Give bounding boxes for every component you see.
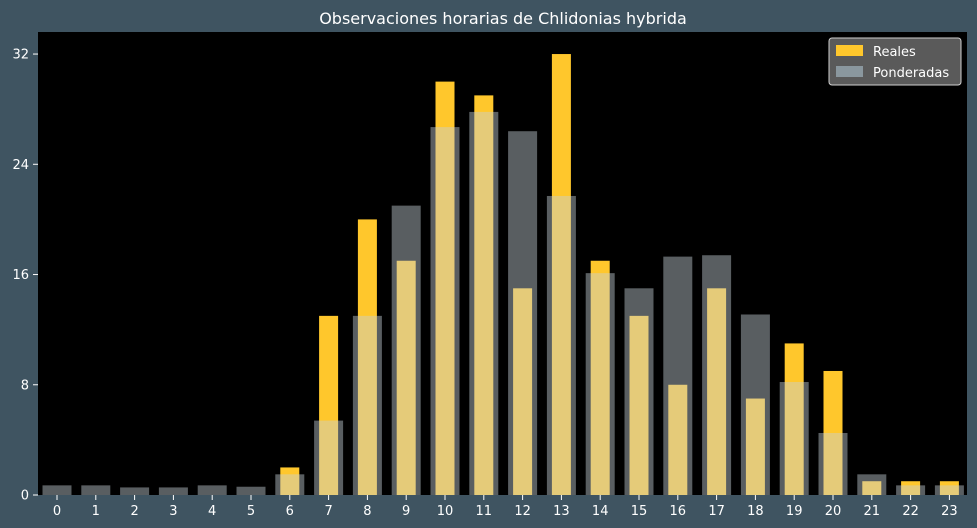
- x-tick-label-14: 14: [592, 504, 609, 519]
- x-tick-label-7: 7: [324, 504, 332, 519]
- bar-ponderadas-0: [42, 485, 72, 495]
- x-tick-label-1: 1: [92, 504, 100, 519]
- legend-label-ponderadas: Ponderadas: [873, 66, 949, 81]
- x-tick-label-23: 23: [941, 504, 958, 519]
- y-tick-label-24: 24: [12, 158, 29, 173]
- legend-swatch-reales: [836, 45, 863, 56]
- x-tick-label-21: 21: [864, 504, 881, 519]
- bar-ponderadas-22: [896, 485, 926, 495]
- bar-reales-8: [357, 219, 377, 495]
- bar-ponderadas-4: [197, 485, 227, 495]
- bar-reales-11: [474, 95, 494, 495]
- bar-reales-21: [862, 481, 882, 495]
- bar-ponderadas-6: [275, 474, 305, 495]
- bar-reales-12: [513, 288, 533, 495]
- legend-label-reales: Reales: [873, 45, 916, 60]
- bar-ponderadas-8: [352, 315, 382, 495]
- bar-ponderadas-12: [508, 131, 538, 495]
- bar-ponderadas-19: [779, 382, 809, 495]
- x-tick-label-4: 4: [208, 504, 216, 519]
- bar-ponderadas-18: [740, 314, 770, 495]
- x-axis: 0 1 2 3 4 5 6 7 8 9 10 11 12 13 14 15 16 17 18 19 20 21 22 23: [53, 495, 958, 519]
- x-tick-label-5: 5: [247, 504, 255, 519]
- x-tick-label-10: 10: [437, 504, 454, 519]
- bar-ponderadas-13: [546, 195, 576, 495]
- bar-reales-23: [939, 481, 959, 495]
- x-tick-label-6: 6: [286, 504, 294, 519]
- bar-reales-7: [319, 315, 339, 495]
- x-tick-label-20: 20: [825, 504, 842, 519]
- x-tick-label-12: 12: [514, 504, 531, 519]
- x-tick-label-2: 2: [130, 504, 138, 519]
- bar-ponderadas-23: [934, 485, 964, 495]
- bar-ponderadas-14: [585, 273, 615, 495]
- x-tick-label-18: 18: [747, 504, 764, 519]
- bar-reales-14: [590, 260, 610, 495]
- bar-ponderadas-16: [663, 256, 693, 495]
- y-tick-label-0: 0: [21, 489, 29, 504]
- x-tick-label-8: 8: [363, 504, 371, 519]
- bar-ponderadas-9: [391, 205, 421, 495]
- bar-ponderadas-15: [624, 288, 654, 495]
- x-tick-label-19: 19: [786, 504, 803, 519]
- bar-reales-22: [901, 481, 921, 495]
- bar-ponderadas-3: [158, 487, 188, 495]
- legend: Reales Ponderadas: [828, 37, 962, 86]
- y-tick-label-16: 16: [12, 268, 29, 283]
- bar-ponderadas-21: [857, 474, 887, 495]
- bar-reales-20: [823, 370, 843, 495]
- bar-ponderadas-20: [818, 432, 848, 495]
- bar-ponderadas-7: [314, 420, 344, 495]
- x-tick-label-11: 11: [476, 504, 493, 519]
- bar-reales-16: [668, 384, 688, 495]
- bar-ponderadas-1: [81, 485, 111, 495]
- x-tick-label-17: 17: [708, 504, 725, 519]
- bar-ponderadas-5: [236, 486, 266, 495]
- y-tick-label-8: 8: [21, 378, 29, 393]
- bar-reales-18: [745, 398, 765, 495]
- bar-reales-15: [629, 315, 649, 495]
- plot-area: [38, 32, 967, 495]
- x-tick-label-3: 3: [169, 504, 177, 519]
- series-ponderadas: [42, 111, 964, 496]
- x-tick-label-13: 13: [553, 504, 570, 519]
- bar-ponderadas-2: [120, 487, 150, 495]
- bar-ponderadas-10: [430, 127, 460, 496]
- bar-reales-17: [707, 288, 727, 495]
- bar-reales-10: [435, 81, 455, 495]
- bar-reales-9: [396, 260, 416, 495]
- x-tick-label-15: 15: [631, 504, 648, 519]
- x-tick-label-9: 9: [402, 504, 410, 519]
- x-tick-label-22: 22: [902, 504, 919, 519]
- bar-ponderadas-17: [702, 255, 732, 495]
- y-axis: 0 8 16 24 32: [12, 48, 38, 504]
- legend-swatch-ponderadas: [836, 66, 863, 77]
- bar-ponderadas-11: [469, 111, 499, 496]
- chart-title: Observaciones horarias de Chlidonias hyb…: [319, 9, 687, 28]
- y-tick-label-32: 32: [12, 48, 29, 63]
- bar-reales-6: [280, 467, 300, 495]
- x-tick-label-16: 16: [670, 504, 687, 519]
- bar-reales-19: [784, 343, 804, 495]
- bar-reales-13: [551, 54, 571, 496]
- x-tick-label-0: 0: [53, 504, 61, 519]
- series-reales: [280, 54, 959, 496]
